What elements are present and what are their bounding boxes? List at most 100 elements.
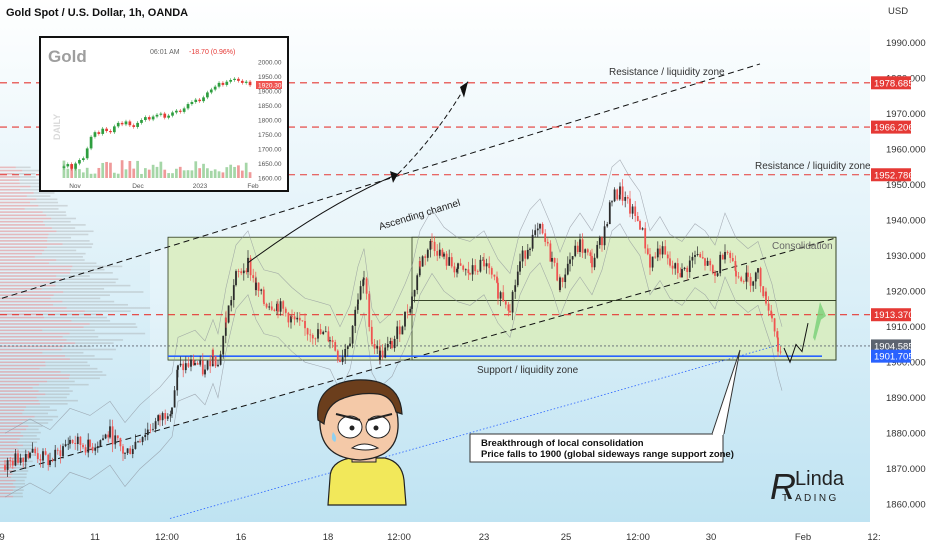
volume-bar-sell (0, 224, 45, 226)
candle-body (493, 274, 496, 277)
volume-bar-sell (0, 201, 31, 204)
green-up-arrow (813, 301, 826, 341)
inset-volume-bar (144, 168, 147, 178)
inset-candle-body (186, 104, 190, 109)
volume-bar-buy (40, 403, 68, 405)
candle-body (564, 274, 567, 283)
inset-volume-bar (109, 162, 112, 178)
volume-bar-buy (69, 374, 107, 376)
inset-candle-body (178, 110, 182, 112)
inset-volume-bar (240, 170, 244, 178)
volume-bar-buy (10, 492, 23, 495)
candle-body (190, 359, 192, 367)
candle-body (282, 301, 285, 309)
volume-bar-sell (0, 262, 49, 265)
candle-body (176, 369, 179, 391)
volume-bar-sell (0, 435, 24, 437)
candle-body (359, 286, 362, 300)
volume-bar-sell (0, 335, 63, 338)
candle-body (608, 202, 611, 225)
volume-bar-sell (0, 265, 73, 268)
candle-body (571, 256, 574, 260)
rebound-path (783, 323, 809, 364)
inset-volume-bar (81, 172, 85, 178)
candle-body (371, 341, 373, 345)
volume-bar-sell (0, 482, 14, 485)
candle-body (419, 261, 421, 267)
time-tick-label: 12:00 (626, 532, 650, 543)
volume-bar-sell (0, 361, 46, 364)
logo-text-bottom: T ADING (782, 493, 839, 504)
candle-body (611, 201, 613, 203)
inset-volume-bar (78, 169, 81, 178)
candle-body (212, 349, 214, 357)
volume-bar-buy (36, 396, 67, 399)
candle-body (137, 441, 139, 443)
candle-body (416, 275, 419, 291)
candle-body (669, 258, 671, 266)
candle-body (14, 453, 17, 466)
candle-body (199, 360, 202, 365)
candle-body (179, 363, 182, 366)
candle-body (462, 265, 465, 270)
inset-volume-bar (175, 168, 178, 178)
inset-volume-bar (89, 173, 93, 178)
candle-body (34, 448, 37, 454)
candle-body (91, 446, 94, 451)
inset-volume-bar (209, 170, 213, 178)
volume-bar-buy (33, 192, 55, 194)
candles (4, 179, 782, 477)
volume-bar-buy (23, 444, 34, 447)
volume-bar-sell (0, 383, 39, 386)
volume-bar-buy (51, 217, 76, 220)
inset-candle-body (85, 148, 89, 159)
candle-body (490, 268, 493, 275)
volume-bar-buy (72, 265, 123, 268)
candle-body (270, 306, 273, 310)
inset-price-tick: 1850.00 (258, 103, 282, 110)
inset-candle-body (120, 122, 124, 125)
candle-body (322, 331, 325, 335)
time-tick-label: 23 (479, 532, 490, 543)
candle-body (17, 453, 19, 463)
candle-body (277, 303, 279, 312)
inset-daily-chart: Gold 06:01 AM -18.70 (0.96%) DAILY 2000.… (39, 36, 289, 192)
inset-candle-body (155, 114, 159, 117)
candle-body (109, 426, 111, 438)
volume-bar-sell (0, 208, 25, 210)
time-axis-background (0, 522, 932, 550)
candle-body (579, 239, 581, 252)
candle-body (6, 460, 9, 470)
candle-body (376, 346, 379, 349)
candle-body (483, 259, 485, 267)
candle-body (257, 282, 260, 291)
level-tag (871, 120, 911, 134)
volume-bar-buy (47, 246, 92, 249)
candle-body (433, 241, 436, 252)
volume-bar-buy (24, 409, 57, 412)
volume-bar-buy (15, 486, 24, 488)
volume-bar-buy (27, 419, 53, 421)
candle-body (240, 271, 243, 274)
volume-bar-sell (0, 230, 57, 233)
candle-body (479, 259, 482, 272)
volume-bar-buy (13, 482, 26, 485)
volume-bar-sell (0, 176, 20, 178)
inset-candle-body (233, 78, 236, 80)
time-axis[interactable]: 9 11 12:00 16 18 12:00 23 25 12:00 30 Feb 12: (0, 532, 881, 543)
volume-bar-buy (42, 211, 66, 213)
volume-bar-sell (0, 476, 12, 479)
volume-bar-sell (0, 185, 31, 188)
volume-bar-buy (15, 457, 29, 459)
volume-bar-buy (34, 256, 83, 258)
price-tick-label: 1900.000 (886, 358, 926, 369)
inset-candle-body (171, 112, 174, 116)
volume-bar-buy (48, 233, 89, 236)
support-label: Support / liquidity zone (477, 365, 579, 376)
inset-price-tick: 1650.00 (258, 161, 282, 168)
candle-body (9, 460, 12, 461)
candle-body (445, 253, 448, 266)
time-tick-label: 18 (323, 532, 334, 543)
candle-body (485, 263, 488, 267)
